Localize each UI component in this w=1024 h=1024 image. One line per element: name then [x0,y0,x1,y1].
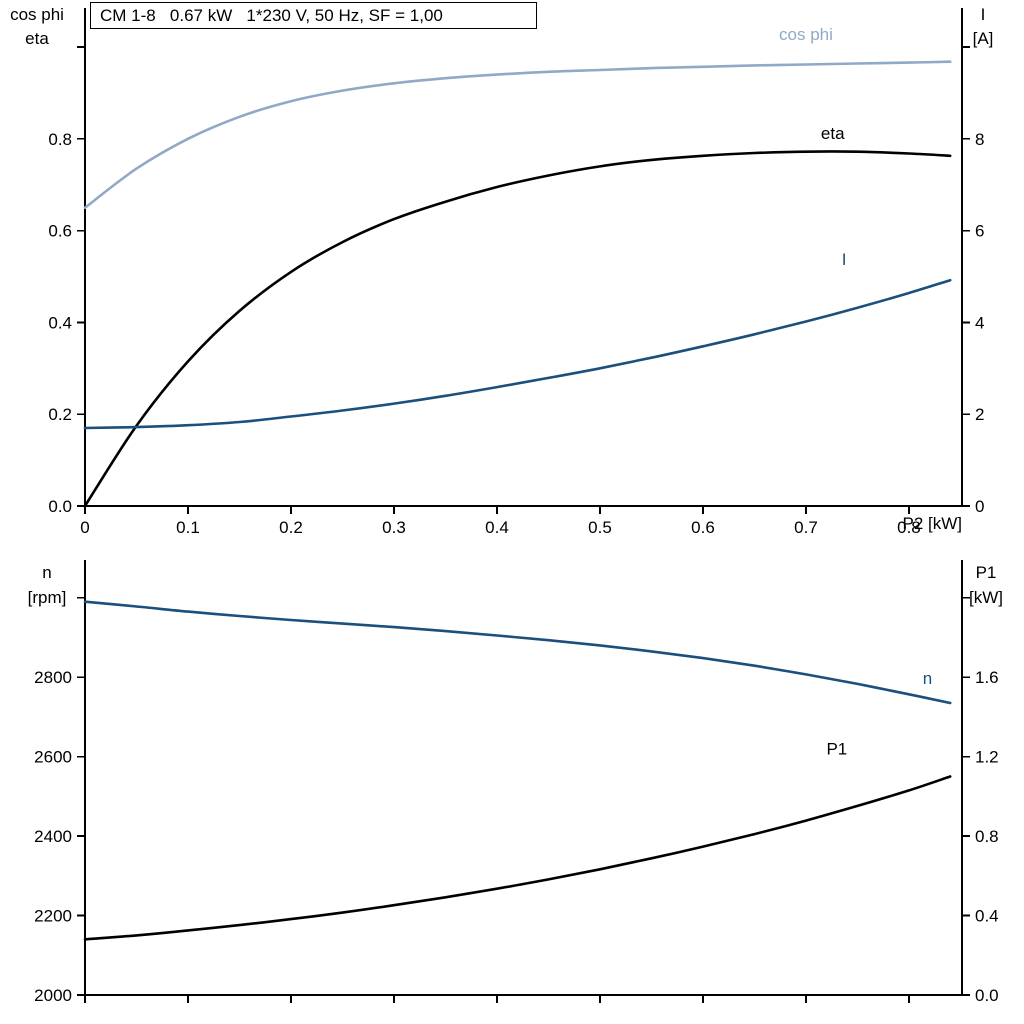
top-left-tick-label: 0.8 [48,130,72,149]
top-x-tick-label: 0.7 [794,518,818,537]
top-x-tick-label: 0.8 [897,518,921,537]
bottom-left-tick-label: 2600 [34,748,72,767]
bottom-chart-right-axis-title-line2: [kW] [969,588,1003,607]
top-right-tick-label: 6 [975,222,984,241]
curve-label-eta: eta [821,124,845,143]
chart-bottom: 2000 2200 2400 2600 2800 0.0 0.4 0.8 1.2 1.6 n P1 [34,560,999,1005]
bottom-chart-right-axis-title-line1: P1 [975,563,997,582]
curve-label-i: I [842,250,847,269]
top-right-tick-label: 0 [975,497,984,516]
bottom-chart-left-axis-title-line2: [rpm] [27,588,67,607]
top-left-tick-label: 0.6 [48,222,72,241]
top-right-tick-label: 4 [975,313,984,332]
chart-top: 0.0 0.2 0.4 0.6 0.8 0 2 4 6 8 0 0.1 0.2 0.3 0.4 0.5 0.6 0… [48,8,984,537]
bottom-left-tick-label: 2800 [34,668,72,687]
top-left-tick-label: 0.4 [48,313,72,332]
bottom-right-tick-label: 0.8 [975,827,999,846]
top-chart-right-axis-title-line2: [A] [972,29,994,48]
top-x-tick-label: 0.4 [485,518,509,537]
curve-eta [83,150,952,508]
top-right-tick-label: 8 [975,130,984,149]
bottom-right-tick-label: 1.2 [975,748,999,767]
curve-n [83,600,952,705]
x-axis-title: P2 [kW] [902,514,962,533]
bottom-right-tick-label: 0.0 [975,986,999,1005]
curve-p1 [83,775,952,941]
curve-label-p1: P1 [826,740,847,759]
top-x-tick-label: 0.5 [588,518,612,537]
bottom-right-tick-label: 0.4 [975,907,999,926]
bottom-right-tick-label: 1.6 [975,668,999,687]
top-x-tick-label: 0.3 [382,518,406,537]
top-left-tick-label: 0.0 [48,497,72,516]
bottom-left-tick-label: 2400 [34,827,72,846]
curve-label-cos-phi: cos phi [779,25,833,44]
curve-i [83,278,952,430]
top-left-tick-label: 0.2 [48,405,72,424]
top-x-tick-label: 0.2 [279,518,303,537]
top-x-tick-label: 0 [80,518,89,537]
bottom-left-tick-label: 2000 [34,986,72,1005]
top-x-tick-label: 0.6 [691,518,715,537]
bottom-chart-left-axis-title-line1: n [42,563,52,582]
chart-title-box: CM 1-8 0.67 kW 1*230 V, 50 Hz, SF = 1,00 [90,2,537,29]
top-chart-left-axis-title-line1: cos phi [10,5,64,24]
curve-label-n: n [923,669,932,688]
curve-cos-phi [83,60,952,209]
bottom-left-tick-label: 2200 [34,907,72,926]
top-x-tick-label: 0.1 [176,518,200,537]
top-chart-right-axis-title-line1: I [980,5,986,24]
top-chart-left-axis-title-line2: eta [25,29,49,48]
top-right-tick-label: 2 [975,405,984,424]
